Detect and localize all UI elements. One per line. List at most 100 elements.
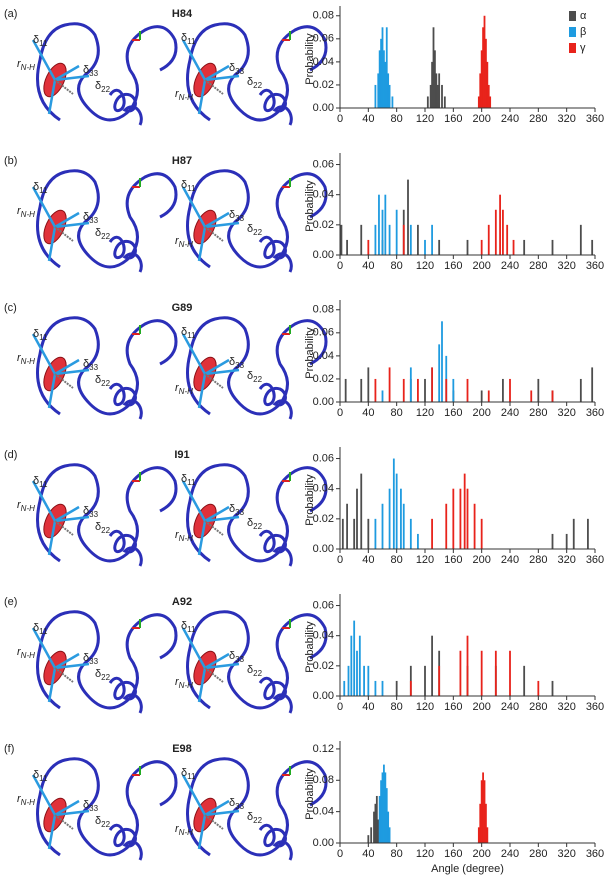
bar [441, 84, 443, 108]
label-main: r [17, 646, 22, 658]
x-tick-label: 200 [472, 407, 490, 419]
label-sub: N-H [21, 798, 35, 807]
bar [395, 473, 398, 549]
protein-ribbon [36, 757, 178, 861]
tensor-axis [54, 64, 80, 82]
x-tick-label: 120 [416, 554, 434, 566]
label-sub: 11 [39, 774, 48, 783]
y-axis-label: Probability [304, 327, 316, 379]
bar [480, 650, 483, 696]
bar [438, 665, 441, 696]
label-main: r [175, 235, 180, 247]
bar [431, 518, 433, 549]
bar [523, 665, 526, 696]
bar [485, 38, 487, 108]
tensor-axis [204, 211, 230, 229]
bar [378, 50, 381, 108]
bar [591, 367, 594, 402]
vector-label: δ33 [83, 799, 99, 813]
x-tick-label: 360 [586, 260, 604, 272]
label-main: δ [247, 664, 253, 676]
y-tick-label: 0.02 [313, 79, 334, 91]
bar [438, 239, 441, 255]
label-main: δ [247, 517, 253, 529]
vector-label: δ22 [95, 80, 111, 94]
tensor-axis [197, 226, 207, 262]
bar [381, 680, 384, 696]
y-tick-label: 0.00 [313, 396, 334, 408]
vector-label: δ33 [83, 505, 99, 519]
bar [381, 209, 384, 255]
label-main: r [175, 676, 180, 688]
bar [377, 73, 380, 108]
label-sub: 33 [89, 69, 98, 78]
y-tick-label: 0.04 [313, 189, 334, 201]
vector-label: δ11 [33, 475, 48, 489]
bar [392, 458, 395, 549]
protein-ribbon [36, 463, 178, 567]
y-tick-label: 0.02 [313, 513, 334, 525]
x-tick-label: 320 [557, 260, 575, 272]
label-sub: 22 [253, 816, 262, 825]
protein-ribbon [36, 22, 178, 126]
label-main: δ [33, 475, 39, 487]
bar [502, 378, 504, 402]
label-main: r [17, 58, 22, 70]
vector-label: δ11 [33, 622, 48, 636]
label-sub: 11 [187, 478, 196, 487]
vector-label: δ11 [181, 179, 196, 193]
bar [356, 488, 358, 549]
nh-vector [54, 79, 74, 95]
y-tick-label: 0.06 [313, 158, 334, 170]
bar [551, 390, 554, 402]
x-tick-label: 240 [501, 407, 519, 419]
bar [383, 50, 385, 108]
bar [400, 488, 402, 549]
bar [385, 27, 388, 109]
y-axis-label: Probability [304, 474, 316, 526]
label-sub: 22 [101, 85, 110, 94]
vector-label: δ22 [95, 374, 111, 388]
bar [466, 239, 469, 255]
tensor-axis [181, 480, 207, 522]
tensor-axis [31, 774, 57, 816]
bar [431, 635, 433, 696]
tensor-axis [54, 221, 90, 229]
protein-ribbon [186, 169, 328, 273]
bar [509, 378, 511, 402]
bar [499, 194, 501, 255]
tensor-axis [204, 358, 230, 376]
panel-label: (a) [4, 8, 17, 20]
protein-ribbon [186, 22, 328, 126]
label-main: δ [181, 326, 187, 338]
bar [485, 803, 487, 843]
tensor-axis [54, 211, 80, 229]
bar [512, 239, 515, 255]
label-sub: 22 [253, 81, 262, 90]
tensor-axis [31, 186, 57, 228]
bar [424, 239, 426, 255]
vector-label: δ22 [247, 370, 263, 384]
legend-swatch [569, 11, 576, 21]
vector-label: rN-H [175, 823, 193, 837]
x-tick-label: 160 [444, 701, 462, 713]
x-axis-label: Angle (degree) [431, 863, 504, 875]
label-main: δ [83, 505, 89, 517]
tensor-axis [47, 373, 57, 409]
vector-label: δ11 [33, 181, 48, 195]
x-tick-label: 80 [391, 113, 403, 125]
bar [388, 84, 391, 108]
label-sub: N-H [21, 504, 35, 513]
label-sub: 33 [235, 802, 244, 811]
label-sub: 22 [101, 820, 110, 829]
label-main: r [17, 499, 22, 511]
label-main: δ [33, 328, 39, 340]
vector-label: rN-H [175, 529, 193, 543]
label-main: δ [229, 650, 235, 662]
bar [367, 518, 370, 549]
tensor-axis [181, 333, 207, 375]
label-main: δ [181, 620, 187, 632]
vector-label: δ22 [95, 815, 111, 829]
vector-label: δ33 [229, 209, 245, 223]
vector-label: rN-H [17, 793, 35, 807]
